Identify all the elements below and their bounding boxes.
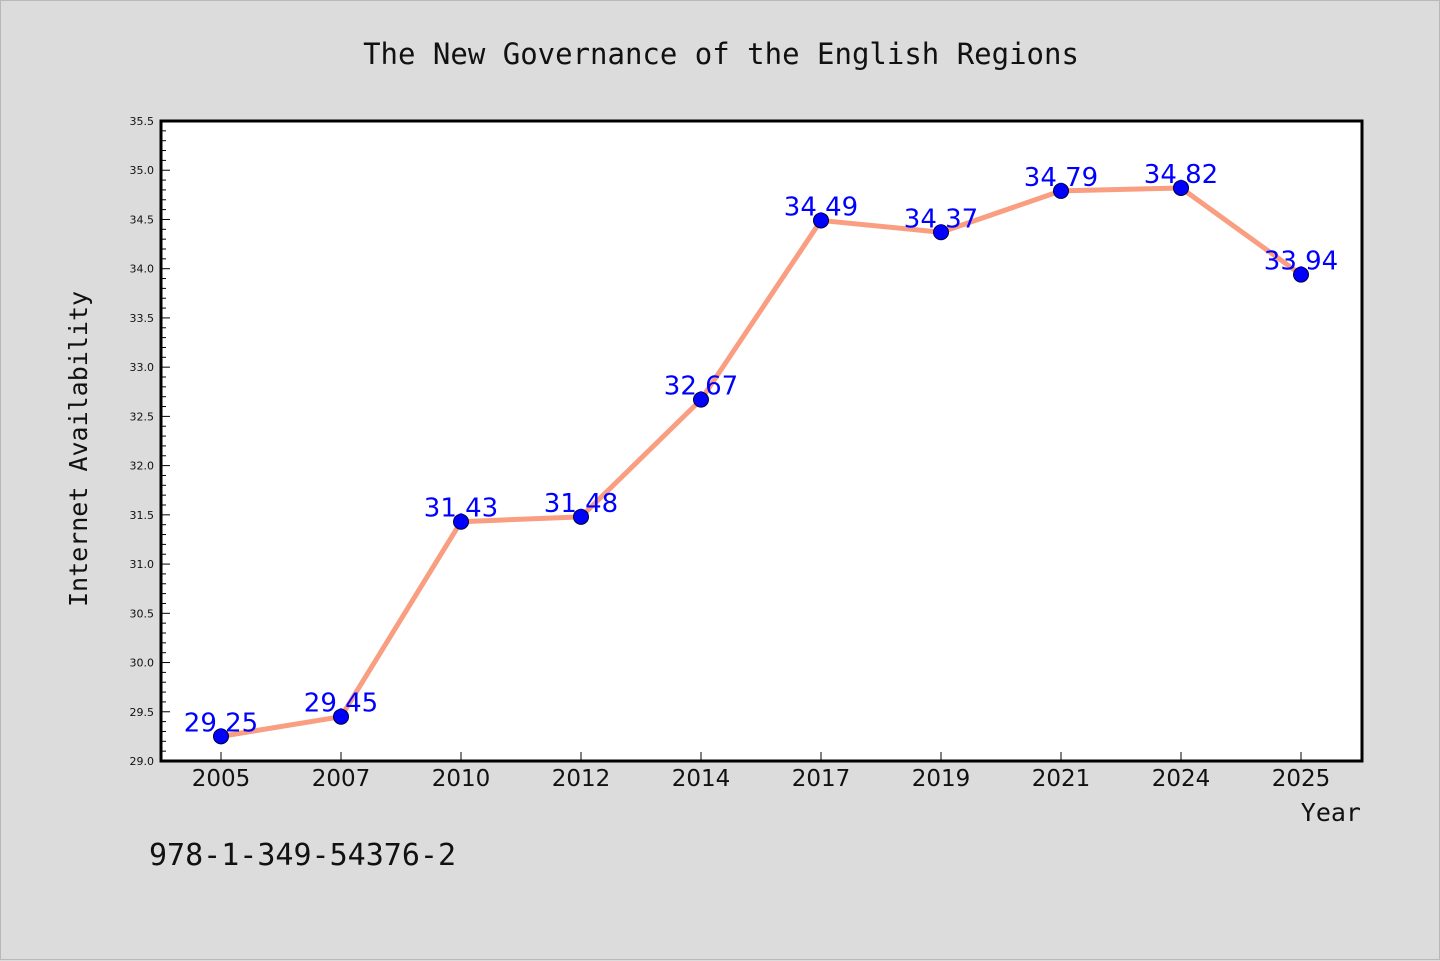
y-tick-label: 33.5 — [130, 312, 155, 325]
x-tick-label: 2014 — [672, 766, 731, 792]
data-point — [213, 728, 229, 745]
y-tick-label: 35.5 — [130, 115, 155, 128]
x-tick-label: 2012 — [552, 766, 611, 792]
data-labels: 29.25 29.45 31.43 31.48 32.67 34.49 34.37 34.79… — [184, 160, 1338, 738]
data-point — [693, 391, 709, 408]
data-label: 33.94 — [1264, 247, 1338, 277]
data-label: 31.48 — [544, 489, 618, 519]
data-label: 29.25 — [184, 708, 258, 738]
series-line — [218, 185, 1304, 739]
plot-frame — [159, 119, 1364, 763]
y-tick-label: 32.0 — [130, 460, 155, 473]
y-tick-label: 30.5 — [130, 607, 155, 620]
data-label: 31.43 — [424, 494, 498, 524]
series-group — [213, 179, 1309, 745]
x-tick-label: 2017 — [792, 766, 851, 792]
data-point — [813, 212, 829, 229]
y-tick-label: 31.5 — [130, 509, 155, 522]
x-axis-title: Year — [1301, 798, 1361, 827]
x-tick-label: 2024 — [1152, 766, 1211, 792]
y-tick-label: 34.5 — [130, 213, 155, 226]
data-label: 34.82 — [1144, 160, 1218, 190]
chart-title: The New Governance of the English Region… — [363, 37, 1079, 71]
y-tick-label: 30.0 — [130, 657, 155, 670]
x-tick-label: 2025 — [1272, 766, 1331, 792]
data-point — [1053, 182, 1069, 199]
y-tick-label: 35.0 — [130, 164, 155, 177]
x-tick-label: 2005 — [192, 766, 251, 792]
y-tick-label: 29.0 — [130, 755, 155, 768]
x-tick-label: 2021 — [1032, 766, 1091, 792]
data-point — [573, 508, 589, 525]
data-label: 32.67 — [664, 372, 738, 402]
x-tick-label: 2019 — [912, 766, 971, 792]
y-tick-label: 33.0 — [130, 361, 155, 374]
data-point — [933, 224, 949, 241]
x-tick-labels: 2005 2007 2010 2012 2014 2017 2019 2021 2024 2025 — [192, 766, 1331, 792]
y-tick-label: 34.0 — [130, 263, 155, 276]
data-label: 34.37 — [904, 204, 978, 234]
y-tick-labels: 29.0 29.5 30.0 30.5 31.0 31.5 32.0 32.5 33.0 33.5… — [130, 115, 155, 768]
isbn-label: 978-1-349-54376-2 — [149, 838, 456, 873]
data-point — [1293, 266, 1309, 283]
data-label: 34.49 — [784, 192, 858, 222]
x-tick-label: 2007 — [312, 766, 371, 792]
x-tick-label: 2010 — [432, 766, 491, 792]
plot-area — [161, 121, 1362, 761]
y-tick-label: 31.0 — [130, 558, 155, 571]
y-axis-title: Internet Availability — [64, 291, 93, 607]
y-tick-label: 29.5 — [130, 706, 155, 719]
data-point — [453, 513, 469, 530]
y-tick-label: 32.5 — [130, 410, 155, 423]
data-label: 34.79 — [1024, 163, 1098, 193]
data-label: 29.45 — [304, 689, 378, 719]
data-point — [333, 708, 349, 725]
data-point — [1173, 179, 1189, 196]
